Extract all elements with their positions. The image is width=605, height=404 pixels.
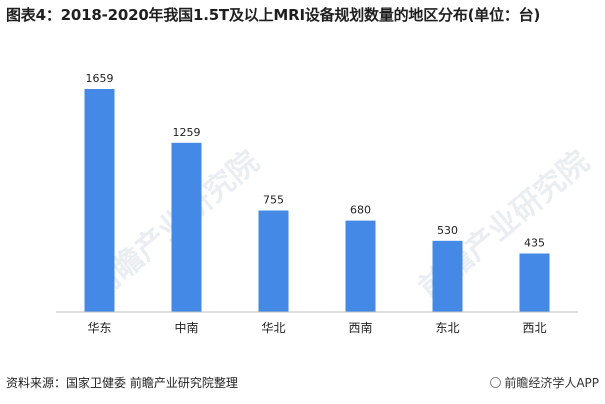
chart-title: 图表4：2018-2020年我国1.5T及以上MRI设备规划数量的地区分布(单位…	[6, 6, 541, 24]
category-label: 西北	[522, 321, 546, 335]
bar-华东	[84, 89, 115, 312]
source-note: 资料来源：国家卫健委 前瞻产业研究院整理	[6, 376, 238, 390]
category-label: 东北	[435, 321, 459, 335]
value-label: 755	[263, 194, 284, 207]
category-label: 华北	[261, 321, 285, 335]
value-label: 1659	[86, 72, 114, 85]
value-label: 680	[350, 204, 371, 217]
brand-name: 前瞻经济学人APP	[504, 376, 599, 390]
bars-group	[84, 89, 550, 312]
bar-西南	[345, 220, 376, 312]
category-label: 中南	[174, 320, 198, 335]
value-label: 530	[437, 224, 458, 237]
watermark-layer: 前瞻产业研究院 前瞻产业研究院	[83, 144, 596, 306]
bar-中南	[171, 142, 202, 312]
value-label: 435	[524, 237, 545, 250]
brand-footer: 前瞻经济学人APP	[490, 374, 599, 391]
bar-华北	[258, 210, 289, 312]
category-label: 西南	[348, 320, 372, 335]
bar-东北	[432, 240, 463, 312]
brand-logo-icon	[490, 377, 502, 388]
labels-group: 1659 华东 1259 中南 755 华北 680 西南 530 东北 435 西北	[86, 72, 547, 335]
value-label: 1259	[173, 126, 201, 139]
bar-西北	[519, 253, 550, 312]
category-label: 华东	[87, 321, 111, 335]
